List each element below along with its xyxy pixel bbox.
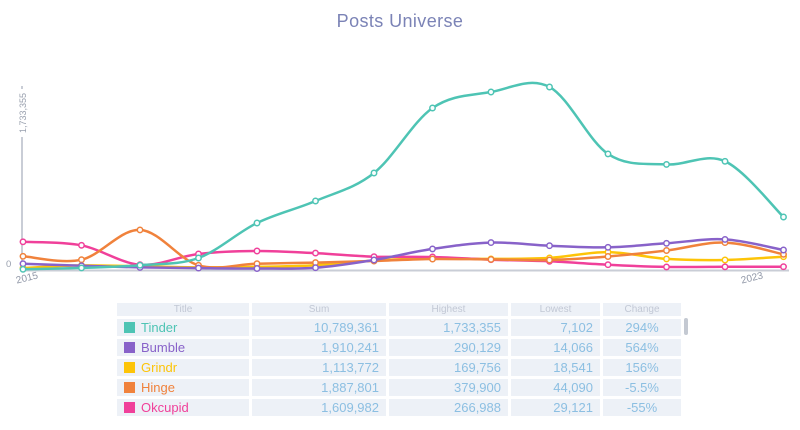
series-name: Hinge (141, 380, 175, 395)
chart-title: Posts Universe (336, 11, 464, 31)
column-header-title: Title (117, 303, 249, 316)
column-header-change: Change (603, 303, 681, 316)
series-name: Grindr (141, 360, 178, 375)
series-legend-cell[interactable]: Tinder (117, 319, 249, 336)
series-stats-table: Title Sum Highest Lowest Change Tinder 10,789… (114, 300, 684, 419)
lowest-value: 18,541 (511, 359, 600, 376)
sum-value: 1,609,982 (252, 399, 386, 416)
bumble-line[interactable] (21, 237, 785, 270)
change-value: -5.5% (603, 379, 681, 396)
series-legend-cell[interactable]: Grindr (117, 359, 249, 376)
column-header-sum: Sum (252, 303, 386, 316)
change-value: -55% (603, 399, 681, 416)
y-axis-zero-label: 0 (6, 259, 12, 270)
okcupid-color-swatch (124, 402, 135, 413)
bumble-points[interactable] (19, 235, 787, 272)
hinge-points[interactable] (19, 226, 787, 269)
highest-value: 1,733,355 (389, 319, 508, 336)
lowest-value: 44,090 (511, 379, 600, 396)
tinder-points[interactable] (19, 83, 787, 273)
lowest-value: 14,066 (511, 339, 600, 356)
table-header-row: Title Sum Highest Lowest Change (117, 303, 681, 316)
bumble-color-swatch (124, 342, 135, 353)
highest-value: 169,756 (389, 359, 508, 376)
sum-value: 10,789,361 (252, 319, 386, 336)
hinge-color-swatch (124, 382, 135, 393)
change-value: 294% (603, 319, 681, 336)
series-legend-cell[interactable]: Okcupid (117, 399, 249, 416)
table-row-bumble: Bumble 1,910,241 290,129 14,066 564% (117, 339, 681, 356)
highest-value: 290,129 (389, 339, 508, 356)
sum-value: 1,887,801 (252, 379, 386, 396)
series-name: Tinder (141, 320, 178, 335)
table-row-hinge: Hinge 1,887,801 379,900 44,090 -5.5% (117, 379, 681, 396)
tinder-color-swatch (124, 322, 135, 333)
lowest-value: 7,102 (511, 319, 600, 336)
lowest-value: 29,121 (511, 399, 600, 416)
sum-value: 1,113,772 (252, 359, 386, 376)
y-axis-max-label: 1,733,355 (17, 89, 29, 137)
series-name: Okcupid (141, 400, 189, 415)
tinder-line[interactable] (21, 81, 785, 271)
series-legend-cell[interactable]: Hinge (117, 379, 249, 396)
highest-value: 266,988 (389, 399, 508, 416)
change-value: 564% (603, 339, 681, 356)
highest-value: 379,900 (389, 379, 508, 396)
column-header-lowest: Lowest (511, 303, 600, 316)
line-chart[interactable] (0, 0, 800, 295)
column-header-highest: Highest (389, 303, 508, 316)
table-row-okcupid: Okcupid 1,609,982 266,988 29,121 -55% (117, 399, 681, 416)
change-value: 156% (603, 359, 681, 376)
sum-value: 1,910,241 (252, 339, 386, 356)
series-stats-table-container: Title Sum Highest Lowest Change Tinder 10,789… (114, 300, 684, 419)
series-legend-cell[interactable]: Bumble (117, 339, 249, 356)
table-row-grindr: Grindr 1,113,772 169,756 18,541 156% (117, 359, 681, 376)
grindr-color-swatch (124, 362, 135, 373)
series-name: Bumble (141, 340, 186, 355)
table-scrollbar-thumb[interactable] (684, 318, 688, 335)
table-row-tinder: Tinder 10,789,361 1,733,355 7,102 294% (117, 319, 681, 336)
